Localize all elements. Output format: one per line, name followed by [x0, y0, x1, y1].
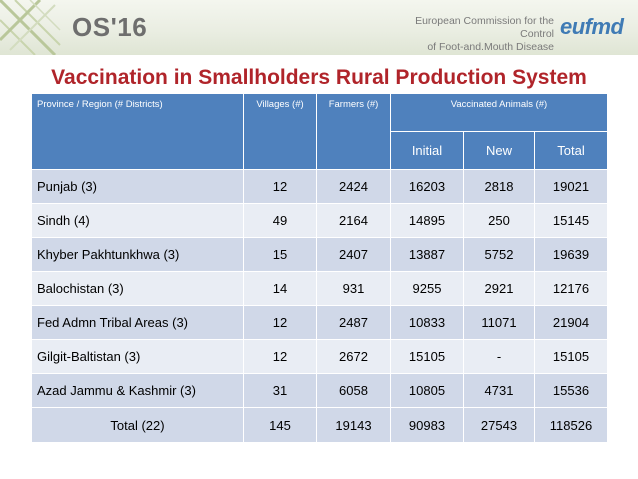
cell-initial: 14895	[390, 203, 464, 238]
cell-province: Azad Jammu & Kashmir (3)	[31, 373, 244, 408]
table-total-row: Total (22) 145 19143 90983 27543 118526	[31, 407, 608, 443]
cell-total-label: Total (22)	[31, 407, 244, 443]
cell-new: 2921	[463, 271, 535, 306]
cell-province: Khyber Pakhtunkhwa (3)	[31, 237, 244, 272]
cell-new: 2818	[463, 169, 535, 204]
cell-initial: 15105	[390, 339, 464, 374]
cell-villages: 12	[243, 305, 317, 340]
cell-total-farmers: 19143	[316, 407, 391, 443]
cell-farmers: 2164	[316, 203, 391, 238]
cell-province: Punjab (3)	[31, 169, 244, 204]
table-row: Khyber Pakhtunkhwa (3) 15 2407 13887 575…	[31, 237, 608, 272]
cell-total-initial: 90983	[390, 407, 464, 443]
cell-farmers: 2424	[316, 169, 391, 204]
column-header-villages: Villages (#)	[243, 93, 317, 170]
cell-new: -	[463, 339, 535, 374]
cell-total: 15536	[534, 373, 608, 408]
cell-total: 15105	[534, 339, 608, 374]
cell-villages: 49	[243, 203, 317, 238]
cell-villages: 12	[243, 169, 317, 204]
column-header-vaccinated: Vaccinated Animals (#)	[390, 93, 608, 132]
cell-total-villages: 145	[243, 407, 317, 443]
cell-province: Sindh (4)	[31, 203, 244, 238]
cell-total: 15145	[534, 203, 608, 238]
table-header-row: Province / Region (# Districts) Villages…	[31, 93, 608, 170]
column-header-initial: Initial	[390, 131, 464, 170]
table-subheader-row: Initial New Total	[32, 131, 608, 170]
cell-total: 21904	[534, 305, 608, 340]
column-header-province: Province / Region (# Districts)	[31, 93, 244, 170]
cell-initial: 16203	[390, 169, 464, 204]
table-row: Punjab (3) 12 2424 16203 2818 19021	[31, 169, 608, 204]
cell-total: 19639	[534, 237, 608, 272]
conference-label: OS'16	[72, 12, 148, 42]
cell-new: 250	[463, 203, 535, 238]
cell-total-total: 118526	[534, 407, 608, 443]
slide-title: Vaccination in Smallholders Rural Produc…	[51, 66, 587, 89]
cell-new: 5752	[463, 237, 535, 272]
cell-farmers: 2672	[316, 339, 391, 374]
cell-farmers: 6058	[316, 373, 391, 408]
header-band: OS'16 European Commission for the Contro…	[0, 0, 638, 55]
organization-name: European Commission for the Control of F…	[404, 15, 554, 54]
cell-initial: 10805	[390, 373, 464, 408]
cell-villages: 14	[243, 271, 317, 306]
table-row: Gilgit-Baltistan (3) 12 2672 15105 - 151…	[31, 339, 608, 374]
cell-province: Fed Admn Tribal Areas (3)	[31, 305, 244, 340]
table-row: Azad Jammu & Kashmir (3) 31 6058 10805 4…	[31, 373, 608, 408]
cell-initial: 9255	[390, 271, 464, 306]
cell-farmers: 2407	[316, 237, 391, 272]
cell-total-new: 27543	[463, 407, 535, 443]
cell-farmers: 2487	[316, 305, 391, 340]
table-row: Balochistan (3) 14 931 9255 2921 12176	[31, 271, 608, 306]
cell-total: 19021	[534, 169, 608, 204]
cell-villages: 15	[243, 237, 317, 272]
cell-new: 11071	[463, 305, 535, 340]
eufmd-logo: eufmd	[560, 14, 624, 39]
organization-line-1: European Commission for the Control	[415, 15, 554, 40]
cell-villages: 12	[243, 339, 317, 374]
column-header-new: New	[463, 131, 535, 170]
table-row: Fed Admn Tribal Areas (3) 12 2487 10833 …	[31, 305, 608, 340]
column-header-total: Total	[534, 131, 608, 170]
cell-villages: 31	[243, 373, 317, 408]
cell-province: Gilgit-Baltistan (3)	[31, 339, 244, 374]
cell-province: Balochistan (3)	[31, 271, 244, 306]
decorative-lines-icon	[0, 0, 61, 55]
cell-total: 12176	[534, 271, 608, 306]
organization-line-2: of Foot-and.Mouth Disease	[427, 41, 554, 53]
table-row: Sindh (4) 49 2164 14895 250 15145	[31, 203, 608, 238]
column-header-farmers: Farmers (#)	[316, 93, 391, 170]
cell-new: 4731	[463, 373, 535, 408]
cell-initial: 13887	[390, 237, 464, 272]
cell-farmers: 931	[316, 271, 391, 306]
vaccination-table: Province / Region (# Districts) Villages…	[31, 93, 608, 443]
cell-initial: 10833	[390, 305, 464, 340]
